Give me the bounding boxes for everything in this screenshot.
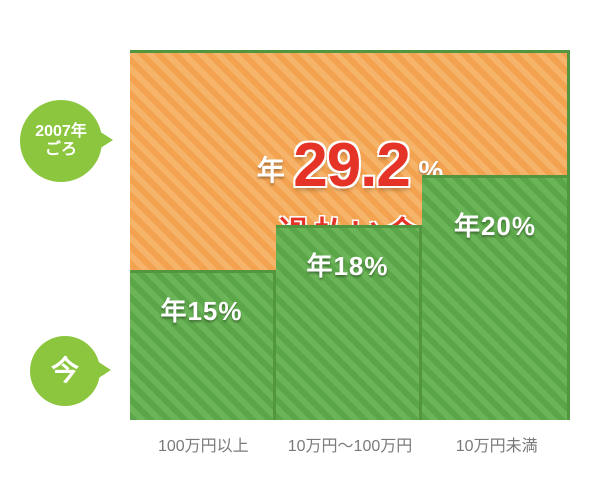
callout-now-text: 今	[51, 355, 79, 387]
chart-area: 年 29.2 % 過払い金 年15%年18%年20%	[130, 50, 570, 420]
chart-frame	[130, 50, 570, 420]
axis-label-1: 10万円～100万円	[277, 432, 424, 456]
axis-label-0: 100万円以上	[130, 432, 277, 456]
callout-2007-text: 2007年ごろ	[35, 123, 87, 160]
axis-labels: 100万円以上10万円～100万円10万円未満	[130, 432, 570, 456]
axis-label-2: 10万円未満	[423, 432, 570, 456]
callout-2007-tail	[99, 131, 113, 149]
callout-now-tail	[97, 361, 111, 379]
callout-2007: 2007年ごろ	[20, 100, 102, 182]
callout-now: 今	[30, 336, 100, 406]
